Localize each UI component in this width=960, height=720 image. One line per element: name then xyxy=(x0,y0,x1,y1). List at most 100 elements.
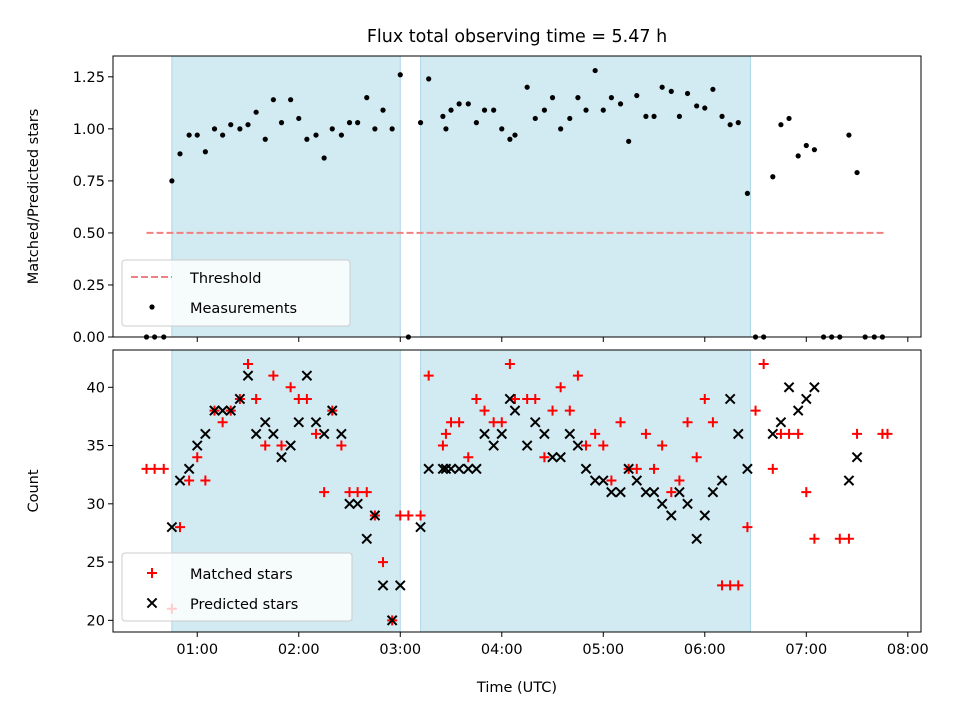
measurement-point xyxy=(608,95,615,101)
predicted-point xyxy=(606,486,617,498)
predicted-point xyxy=(775,416,787,428)
measurement-point xyxy=(321,155,327,161)
matched-point xyxy=(784,428,795,439)
matched-point xyxy=(243,358,254,369)
legend-threshold-label: Threshold xyxy=(189,271,261,287)
matched-point xyxy=(463,452,474,463)
predicted-point xyxy=(301,370,313,381)
y-axis-ticks-bottom: 20 25 30 35 40 xyxy=(87,380,113,629)
y-tick-label-5: 1.25 xyxy=(73,70,105,86)
measurement-point xyxy=(786,115,792,122)
matched-point xyxy=(251,393,262,404)
predicted-point xyxy=(767,428,779,440)
measurement-point xyxy=(481,107,488,113)
legend-box-top xyxy=(121,259,351,327)
predicted-point xyxy=(572,440,584,451)
predicted-point xyxy=(691,533,702,545)
predicted-point xyxy=(724,393,736,405)
predicted-point xyxy=(555,451,566,463)
measurement-point xyxy=(684,90,691,97)
matched-point xyxy=(378,557,389,568)
predicted-point xyxy=(352,498,363,510)
predicted-point xyxy=(504,393,516,405)
predicted-point xyxy=(732,428,744,440)
predicted-point xyxy=(276,451,287,463)
predicted-point xyxy=(509,405,521,416)
measurement-point xyxy=(702,105,708,111)
predicted-point xyxy=(394,580,406,591)
measurement-point xyxy=(253,109,259,115)
matched-point xyxy=(666,487,677,498)
x-tick-label-6: 07:00 xyxy=(785,642,827,658)
matched-point xyxy=(750,405,761,416)
y-tick-label-1: 25 xyxy=(87,555,105,571)
matched-point xyxy=(598,440,609,451)
matched-point xyxy=(509,393,520,404)
measurement-point xyxy=(237,126,243,132)
matched-point xyxy=(682,417,693,428)
measurement-point xyxy=(448,107,454,113)
plot-frame-bottom xyxy=(112,349,922,633)
matched-point xyxy=(158,463,169,474)
matched-point xyxy=(657,440,668,451)
predicted-point xyxy=(234,393,246,405)
matched-point xyxy=(631,463,642,474)
matched-point xyxy=(767,463,778,474)
predicted-point xyxy=(851,451,863,463)
measurement-point xyxy=(278,120,285,126)
predicted-point xyxy=(369,510,381,521)
matched-point xyxy=(149,463,160,474)
measurement-point xyxy=(710,86,716,92)
matched-point xyxy=(882,428,893,439)
predicted-point xyxy=(589,475,601,486)
predicted-point xyxy=(665,510,677,521)
measurement-point xyxy=(719,113,725,119)
predicted-point xyxy=(843,475,855,486)
measurement-point xyxy=(313,132,319,138)
legend-predicted-label: Predicted stars xyxy=(190,597,298,613)
measurement-point xyxy=(169,178,175,184)
predicted-point xyxy=(445,463,457,475)
x-tick-label-4: 05:00 xyxy=(582,642,624,658)
x-tick-label-2: 03:00 xyxy=(379,642,421,658)
predicted-point xyxy=(166,521,178,533)
measurement-point xyxy=(499,126,505,132)
measurement-point xyxy=(795,153,801,159)
matched-point xyxy=(403,510,414,521)
y-tick-label-1: 0.25 xyxy=(73,278,105,294)
matched-point xyxy=(268,370,279,381)
x-axis-ticks-bottom: 01:00 02:00 03:00 04:00 05:00 06:00 07:00 08:00 xyxy=(176,632,929,658)
measurement-point xyxy=(617,101,624,107)
matched-point xyxy=(479,405,490,416)
measurement-point xyxy=(346,120,353,126)
predicted-point xyxy=(209,405,220,416)
measurement-point xyxy=(532,115,538,122)
matched-point xyxy=(606,475,617,486)
measurement-point xyxy=(177,151,183,157)
predicted-point xyxy=(310,416,322,428)
measurement-point xyxy=(211,126,218,132)
matched-point xyxy=(615,417,626,428)
measurement-point xyxy=(811,147,818,153)
matched-point xyxy=(572,370,583,381)
legend-matched-marker xyxy=(147,568,157,578)
matched-point xyxy=(276,440,287,451)
predicted-point xyxy=(792,405,804,416)
measurement-point xyxy=(735,120,741,126)
measurement-point xyxy=(220,132,226,138)
predicted-point xyxy=(623,463,634,475)
predicted-point xyxy=(615,486,626,498)
predicted-point xyxy=(707,486,719,498)
matched-point xyxy=(640,428,651,439)
measurement-point xyxy=(364,95,370,101)
measurement-point xyxy=(473,120,479,126)
matched-point xyxy=(852,428,863,439)
matched-point xyxy=(285,382,296,393)
matched-point xyxy=(547,405,558,416)
y-tick-label-4: 40 xyxy=(87,380,105,396)
measurement-point xyxy=(778,122,784,128)
matched-point xyxy=(691,452,702,463)
matched-point xyxy=(336,440,347,451)
measurement-point xyxy=(626,138,632,144)
measurement-point xyxy=(389,126,395,132)
